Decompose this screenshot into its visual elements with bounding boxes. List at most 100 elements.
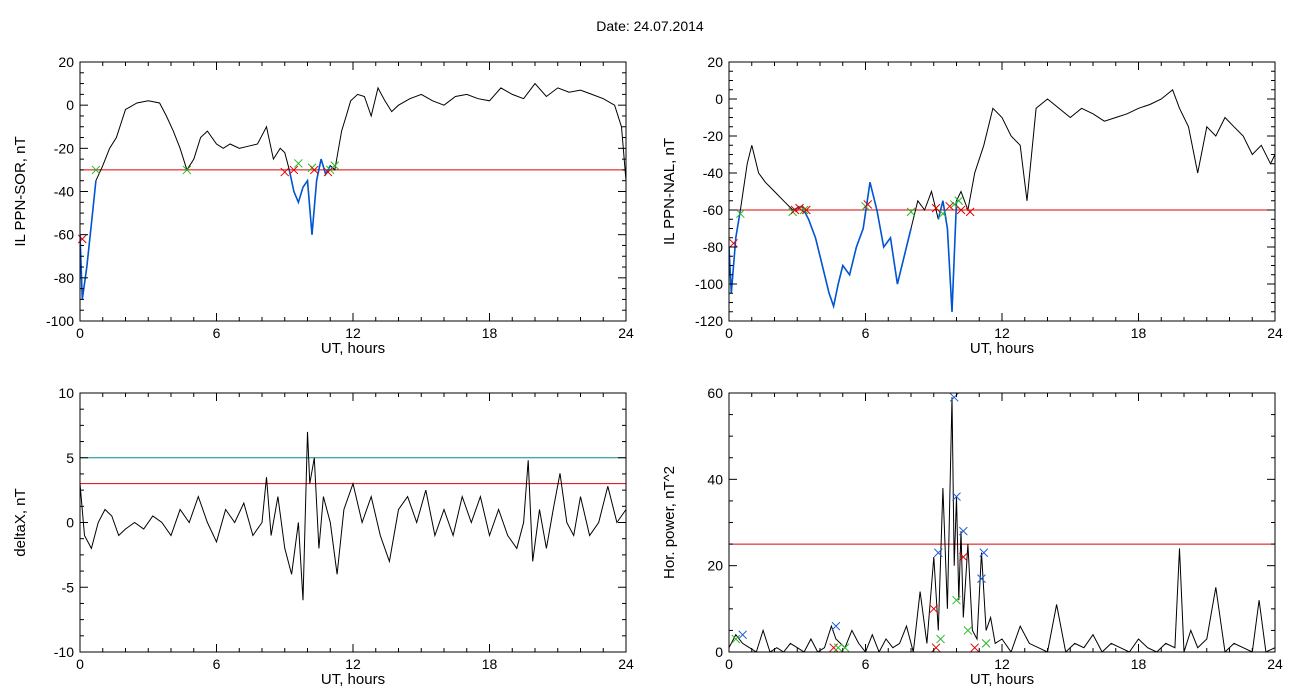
series-line [80, 431, 626, 601]
y-axis-label: Hor. power, nT^2 [661, 466, 678, 579]
x-tick-label: 18 [1131, 656, 1147, 672]
series-line [80, 82, 626, 300]
series-line [729, 88, 1275, 312]
x-tick-label: 12 [994, 325, 1010, 341]
y-tick-label: -40 [703, 165, 723, 181]
marker-red [309, 165, 319, 175]
x-axis-label: UT, hours [970, 340, 1034, 357]
y-axis-label: deltaX, nT [12, 488, 29, 556]
marker-red [931, 643, 941, 653]
y-tick-label: 60 [707, 385, 723, 401]
marker-green [731, 634, 741, 644]
y-tick-label: 40 [707, 471, 723, 487]
marker-red [970, 643, 980, 653]
y-tick-label: -100 [46, 313, 74, 329]
marker-green [833, 643, 843, 653]
x-tick-label: 24 [618, 656, 634, 672]
y-tick-label: -10 [54, 644, 74, 660]
x-tick-label: 6 [213, 656, 221, 672]
marker-green [840, 643, 850, 653]
marker-green [949, 200, 959, 209]
marker-green [981, 639, 991, 648]
x-tick-label: 12 [345, 656, 361, 672]
x-tick-label: 0 [76, 656, 84, 672]
x-tick-label: 6 [213, 325, 221, 341]
x-tick-label: 0 [725, 656, 733, 672]
series-line [729, 397, 1275, 652]
marker-green [938, 209, 948, 219]
plot-frame [728, 392, 1276, 653]
y-axis-label: IL PPN-NAL, nT [661, 138, 678, 245]
y-tick-label: -100 [695, 276, 723, 292]
y-tick-label: 20 [707, 558, 723, 574]
plot-frame [728, 61, 1276, 322]
marker-blue [952, 492, 961, 501]
marker-blue [738, 630, 748, 640]
y-tick-label: -5 [62, 579, 75, 595]
y-tick-label: -60 [54, 227, 74, 243]
y-tick-label: -20 [54, 140, 74, 156]
marker-red [945, 201, 955, 211]
chart-panel-1: 0 6 12 18 24 -100 -80 -60 -40 -20 0 20 UT, hours IL P… [12, 54, 634, 357]
x-tick-label: 18 [482, 656, 498, 672]
marker-green [91, 165, 101, 175]
y-tick-label: -20 [703, 128, 723, 144]
marker-green [952, 595, 961, 605]
marker-red [956, 205, 966, 215]
x-tick-label: 6 [862, 656, 870, 672]
marker-blue [933, 548, 943, 558]
y-tick-label: -80 [703, 239, 723, 255]
highlight-segment [792, 182, 912, 310]
y-tick-label: 0 [66, 97, 74, 113]
marker-green [182, 165, 192, 175]
y-axis-label: IL PPN-SOR, nT [12, 136, 29, 246]
x-tick-label: 0 [76, 325, 84, 341]
x-tick-label: 18 [1131, 325, 1147, 341]
highlight-segment [80, 180, 97, 300]
marker-red [790, 205, 800, 215]
y-tick-label: 0 [715, 91, 723, 107]
y-tick-label: 0 [66, 515, 74, 531]
y-tick-label: -40 [54, 184, 74, 200]
marker-red [795, 203, 804, 213]
marker-red [829, 643, 839, 653]
marker-green [906, 207, 916, 217]
x-tick-label: 0 [725, 325, 733, 341]
x-tick-label: 12 [994, 656, 1010, 672]
marker-green [963, 626, 973, 635]
marker-red [931, 203, 941, 213]
marker-blue [949, 392, 959, 402]
marker-red [863, 200, 873, 209]
plot-frame [79, 61, 627, 322]
marker-red [77, 234, 87, 244]
x-tick-label: 12 [345, 325, 361, 341]
x-tick-label: 24 [1267, 325, 1283, 341]
marker-green [736, 209, 745, 219]
highlight-segment [729, 209, 742, 294]
highlight-segment [288, 158, 332, 235]
chart-panel-4: 0 6 12 18 24 0 20 40 60 UT, hours Hor. power, nT^2 [661, 385, 1283, 688]
x-tick-label: 6 [862, 325, 870, 341]
chart-panel-3: 0 6 12 18 24 -10 -5 0 5 10 UT, hours deltaX, nT [12, 385, 634, 688]
x-tick-label: 24 [1267, 656, 1283, 672]
x-axis-label: UT, hours [321, 671, 385, 688]
marker-blue [979, 548, 989, 558]
y-tick-label: 5 [66, 450, 74, 466]
marker-green [936, 634, 945, 644]
marker-red [323, 167, 333, 177]
marker-red [729, 238, 738, 248]
marker-red [929, 604, 939, 614]
marker-red [289, 165, 299, 175]
y-tick-label: -80 [54, 270, 74, 286]
y-tick-label: 10 [58, 385, 74, 401]
y-tick-label: 20 [58, 54, 74, 70]
figure-title: Date: 24.07.2014 [596, 18, 704, 34]
marker-red [965, 207, 975, 217]
x-axis-label: UT, hours [321, 340, 385, 357]
x-tick-label: 24 [618, 325, 634, 341]
y-tick-label: 0 [715, 644, 723, 660]
marker-green [799, 205, 809, 215]
marker-red [958, 552, 968, 562]
highlight-segment [937, 200, 958, 312]
